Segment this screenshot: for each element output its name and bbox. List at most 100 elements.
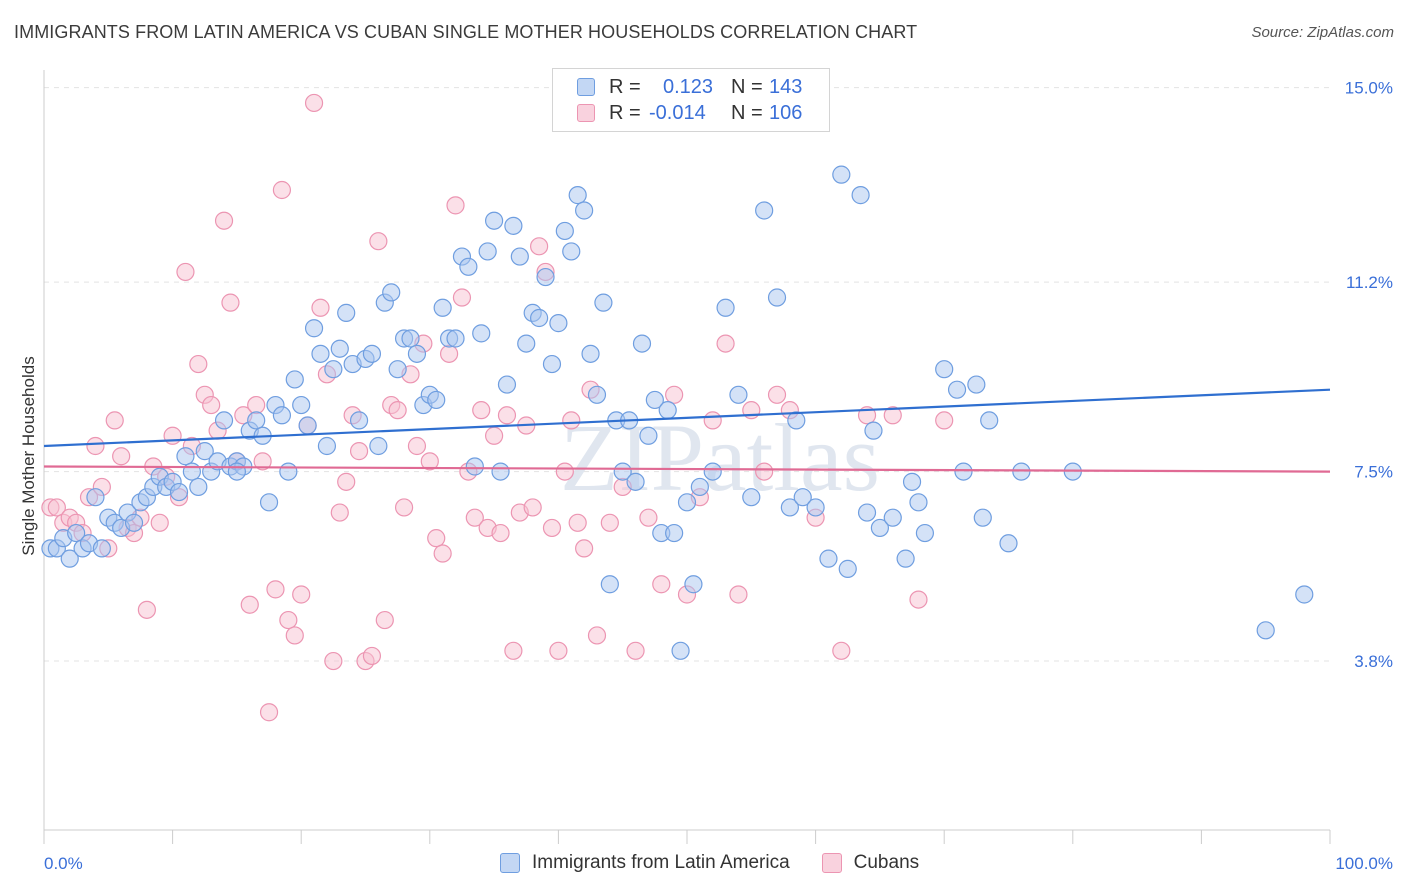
source-label: Source: ZipAtlas.com <box>1251 24 1394 41</box>
data-point-cubans <box>433 544 452 563</box>
data-point-cubans <box>330 503 349 522</box>
data-point-cubans <box>665 385 684 404</box>
data-point-latin-america <box>298 416 317 435</box>
data-point-cubans <box>266 580 285 599</box>
data-point-cubans <box>587 626 607 645</box>
trend-line-latin-america <box>43 388 1331 448</box>
data-point-latin-america <box>433 298 452 317</box>
data-point-latin-america <box>485 211 504 230</box>
data-point-latin-america <box>401 329 420 348</box>
data-point-latin-america <box>639 426 658 445</box>
data-point-latin-america <box>465 457 484 476</box>
data-point-latin-america <box>581 344 600 363</box>
data-point-cubans <box>549 641 568 660</box>
data-point-latin-america <box>92 539 111 558</box>
data-point-latin-america <box>684 575 703 594</box>
data-point-latin-america <box>967 375 986 394</box>
data-point-latin-america <box>124 513 144 532</box>
data-point-cubans <box>369 232 388 251</box>
data-point-latin-america <box>388 360 407 379</box>
data-point-latin-america <box>838 559 857 578</box>
data-point-cubans <box>755 462 774 481</box>
data-point-cubans <box>176 262 195 282</box>
data-point-latin-america <box>703 462 722 481</box>
data-point-latin-america <box>292 395 311 415</box>
data-point-latin-america <box>864 421 883 440</box>
data-point-latin-america <box>324 360 343 379</box>
legend-row-cubans: R = -0.014 N = 106 <box>577 100 802 126</box>
grid-lines <box>44 87 1330 662</box>
data-point-latin-america <box>549 314 568 333</box>
data-point-cubans <box>530 237 549 256</box>
data-point-latin-america <box>973 508 992 527</box>
tick-labels: 3.8% 7.5% 11.2% 15.0% 0.0% 100.0% <box>44 79 1393 873</box>
data-point-latin-america <box>259 493 279 512</box>
data-point-latin-america <box>497 375 517 394</box>
legend-r-label: R = <box>609 101 641 124</box>
data-point-cubans <box>465 508 484 527</box>
data-point-cubans <box>703 411 722 430</box>
data-point-latin-america <box>690 477 709 497</box>
data-point-latin-america <box>169 482 189 502</box>
data-point-latin-america <box>935 360 954 379</box>
y-tick-label: 3.8% <box>1354 652 1393 671</box>
data-point-latin-america <box>67 523 86 543</box>
data-point-latin-america <box>755 201 774 220</box>
legend-n-label: N = <box>731 75 763 98</box>
data-point-latin-america <box>362 344 382 363</box>
data-point-latin-america <box>446 329 465 348</box>
data-point-latin-america <box>896 549 915 568</box>
data-point-latin-america <box>729 385 748 404</box>
data-point-latin-america <box>832 165 851 184</box>
data-point-cubans <box>639 508 658 527</box>
data-point-latin-america <box>311 344 330 363</box>
legend-swatch-cubans <box>821 853 842 873</box>
data-point-cubans <box>311 298 330 317</box>
data-point-latin-america <box>337 303 356 322</box>
data-point-latin-america <box>189 477 208 497</box>
data-point-cubans <box>388 401 407 420</box>
data-point-latin-america <box>819 549 838 568</box>
legend-r-label: R = <box>609 75 641 98</box>
data-point-cubans <box>221 293 240 312</box>
data-point-cubans <box>362 646 382 666</box>
data-point-cubans <box>253 452 272 471</box>
data-point-cubans <box>600 513 619 532</box>
data-point-latin-america <box>542 354 562 374</box>
data-point-cubans <box>439 344 459 363</box>
data-point-cubans <box>832 641 851 660</box>
legend-swatch-cubans <box>577 104 595 122</box>
y-tick-label: 11.2% <box>1346 273 1393 292</box>
data-point-latin-america <box>1012 462 1031 481</box>
data-point-cubans <box>626 641 645 660</box>
y-tick-label: 7.5% <box>1354 463 1393 482</box>
data-point-cubans <box>909 590 928 609</box>
data-point-latin-america <box>947 380 967 399</box>
trend-lines <box>43 388 1331 473</box>
data-point-cubans <box>86 436 105 456</box>
data-point-cubans <box>292 585 311 604</box>
data-point-latin-america <box>999 534 1018 553</box>
y-tick-label: 15.0% <box>1345 79 1393 98</box>
data-point-cubans <box>47 498 66 517</box>
data-point-cubans <box>883 406 902 425</box>
data-point-latin-america <box>227 462 246 481</box>
data-point-latin-america <box>980 411 999 430</box>
data-point-cubans <box>247 395 266 415</box>
data-point-latin-america <box>530 308 549 328</box>
data-point-cubans <box>407 436 427 456</box>
series-legend: Immigrants from Latin America Cubans <box>500 852 951 874</box>
data-point-latin-america <box>86 488 105 507</box>
data-point-latin-america <box>787 411 806 430</box>
data-point-latin-america <box>645 390 664 410</box>
data-point-latin-america <box>279 462 298 481</box>
data-point-latin-america <box>632 334 652 353</box>
data-point-latin-america <box>793 488 812 507</box>
data-point-latin-america <box>369 436 388 456</box>
axes <box>43 70 1331 844</box>
data-point-latin-america <box>587 385 607 404</box>
data-point-latin-america <box>1295 585 1314 604</box>
x-tick-label: 100.0% <box>1335 854 1393 873</box>
chart-title: IMMIGRANTS FROM LATIN AMERICA VS CUBAN S… <box>14 22 918 42</box>
